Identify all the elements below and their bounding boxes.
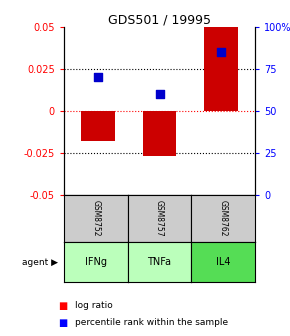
Text: ■: ■ — [58, 318, 67, 328]
Text: agent ▶: agent ▶ — [22, 258, 58, 266]
Point — [157, 91, 162, 97]
Point — [95, 75, 100, 80]
Text: percentile rank within the sample: percentile rank within the sample — [75, 318, 229, 327]
Bar — [204, 27, 238, 111]
Text: log ratio: log ratio — [75, 301, 113, 310]
Text: IL4: IL4 — [216, 257, 231, 267]
Point — [219, 49, 224, 55]
Text: GSM8757: GSM8757 — [155, 200, 164, 237]
Text: TNFa: TNFa — [148, 257, 171, 267]
Bar — [81, 111, 115, 141]
Text: GSM8762: GSM8762 — [219, 200, 228, 237]
Text: ■: ■ — [58, 301, 67, 311]
Bar — [142, 111, 177, 156]
Text: IFNg: IFNg — [85, 257, 107, 267]
Text: GSM8752: GSM8752 — [91, 200, 100, 237]
Title: GDS501 / 19995: GDS501 / 19995 — [108, 14, 211, 27]
